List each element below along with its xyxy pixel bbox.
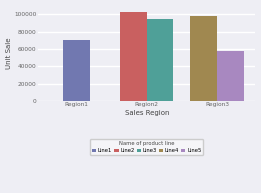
Bar bbox=[63, 40, 90, 101]
Bar bbox=[147, 19, 173, 101]
Bar bbox=[190, 16, 217, 101]
Bar bbox=[120, 12, 147, 101]
Legend: Line1, Line2, Line3, Line4, Line5: Line1, Line2, Line3, Line4, Line5 bbox=[90, 139, 204, 156]
X-axis label: Sales Region: Sales Region bbox=[124, 110, 169, 116]
Bar bbox=[217, 51, 244, 101]
Y-axis label: Unit Sale: Unit Sale bbox=[5, 37, 11, 69]
